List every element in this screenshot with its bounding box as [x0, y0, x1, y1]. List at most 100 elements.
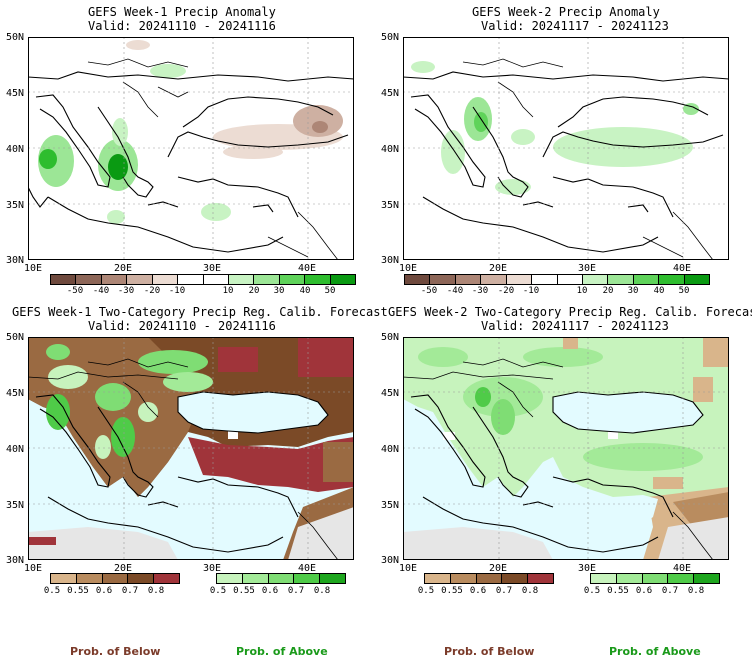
- lat-label: 45N: [6, 388, 25, 399]
- colorbar-label: 0.7: [121, 586, 139, 596]
- colorbar-swatch: [102, 574, 129, 583]
- lat-label: 50N: [381, 332, 400, 343]
- colorbar-swatch: [76, 574, 103, 583]
- lat-label: 30N: [6, 555, 25, 566]
- colorbar-swatch: [178, 275, 204, 284]
- colorbar-label: -20: [143, 286, 161, 296]
- colorbar-label: 0.7: [495, 586, 513, 596]
- colorbar-swatch: [582, 275, 609, 284]
- colorbar-swatch: [425, 574, 451, 583]
- lat-label: 35N: [6, 500, 25, 511]
- lat-label: 40N: [381, 144, 400, 155]
- colorbar-label: 50: [324, 286, 336, 296]
- tl-title-line2: Valid: 20241110 - 20241116: [88, 19, 276, 33]
- lat-label: 50N: [381, 32, 400, 43]
- lat-label: 40N: [381, 444, 400, 455]
- bl-gridlines: [28, 337, 354, 560]
- br-coastlines: [410, 391, 704, 553]
- lon-label: 30E: [578, 263, 597, 274]
- tl-coastlines: [28, 71, 354, 253]
- colorbar-swatch: [455, 275, 482, 284]
- colorbar-label: 20: [602, 286, 614, 296]
- colorbar-label: -30: [117, 286, 135, 296]
- lat-label: 30N: [381, 255, 400, 266]
- bl-coastlines: [35, 391, 329, 553]
- br-two-category-map: [403, 337, 729, 560]
- colorbar-label: 0.55: [441, 586, 463, 596]
- colorbar-swatch: [228, 275, 255, 284]
- colorbar-swatch: [268, 574, 295, 583]
- colorbar-swatch: [154, 574, 179, 583]
- lat-label: 50N: [6, 332, 25, 343]
- br-prob-above-caption: Prob. of Above: [609, 645, 701, 658]
- colorbar-swatch: [279, 275, 306, 284]
- bl-title-line1: GEFS Week-1 Two-Category Precip Reg. Cal…: [12, 305, 388, 319]
- colorbar-label: 0.8: [313, 586, 331, 596]
- lat-label: 45N: [381, 388, 400, 399]
- lon-label: 40E: [298, 263, 317, 274]
- lon-label: 40E: [673, 263, 692, 274]
- bl-two-category-map: [28, 337, 354, 560]
- lat-label: 45N: [381, 88, 400, 99]
- tl-anomaly-colorbar: [50, 274, 356, 285]
- colorbar-label: 0.7: [287, 586, 305, 596]
- colorbar-label: -50: [420, 286, 438, 296]
- colorbar-label: 0.55: [67, 586, 89, 596]
- lon-label: 10E: [399, 263, 418, 274]
- br-borders: [403, 358, 714, 560]
- colorbar-swatch: [506, 275, 533, 284]
- tr-borders: [462, 58, 714, 260]
- lon-label: 40E: [298, 563, 317, 574]
- tl-title-line1: GEFS Week-1 Precip Anomaly: [88, 5, 276, 19]
- lat-label: 40N: [6, 444, 25, 455]
- colorbar-swatch: [532, 275, 558, 284]
- colorbar-label: -10: [168, 286, 186, 296]
- colorbar-swatch: [608, 275, 634, 284]
- colorbar-swatch: [659, 275, 685, 284]
- colorbar-swatch: [152, 275, 179, 284]
- colorbar-swatch: [254, 275, 280, 284]
- lat-label: 50N: [6, 32, 25, 43]
- lat-label: 35N: [381, 500, 400, 511]
- tr-coastlines: [403, 71, 729, 253]
- colorbar-label: 10: [222, 286, 234, 296]
- tr-title-line2: Valid: 20241117 - 20241123: [481, 19, 669, 33]
- lat-label: 35N: [6, 200, 25, 211]
- bl-sea-overlay: [68, 392, 328, 537]
- colorbar-label: -40: [92, 286, 110, 296]
- colorbar-swatch: [430, 275, 456, 284]
- bl-prob-above-caption: Prob. of Above: [236, 645, 328, 658]
- bl-prob-below-caption: Prob. of Below: [70, 645, 161, 658]
- colorbar-swatch: [51, 574, 77, 583]
- lat-label: 30N: [381, 555, 400, 566]
- colorbar-swatch: [320, 574, 345, 583]
- bl-title-line2: Valid: 20241110 - 20241116: [88, 319, 276, 333]
- colorbar-swatch: [51, 275, 77, 284]
- colorbar-swatch: [502, 574, 529, 583]
- tr-anomaly-colorbar: [404, 274, 710, 285]
- colorbar-swatch: [305, 275, 331, 284]
- colorbar-label: 0.6: [635, 586, 653, 596]
- br-gridlines: [403, 337, 729, 560]
- colorbar-label: 30: [273, 286, 285, 296]
- colorbar-label: 0.8: [521, 586, 539, 596]
- colorbar-label: 0.5: [209, 586, 227, 596]
- bl-prob-above-colorbar: [216, 573, 346, 584]
- lat-label: 35N: [381, 200, 400, 211]
- colorbar-label: 0.5: [583, 586, 601, 596]
- colorbar-label: -40: [446, 286, 464, 296]
- colorbar-swatch: [668, 574, 695, 583]
- lon-label: 40E: [673, 563, 692, 574]
- colorbar-swatch: [203, 275, 229, 284]
- colorbar-swatch: [242, 574, 269, 583]
- colorbar-label: 0.7: [661, 586, 679, 596]
- colorbar-swatch: [476, 574, 503, 583]
- colorbar-label: -10: [522, 286, 540, 296]
- colorbar-label: -50: [66, 286, 84, 296]
- colorbar-label: 40: [299, 286, 311, 296]
- lon-label: 10E: [399, 563, 418, 574]
- br-title-line2: Valid: 20241117 - 20241123: [481, 319, 669, 333]
- lon-label: 10E: [24, 263, 43, 274]
- colorbar-label: 50: [678, 286, 690, 296]
- colorbar-label: 20: [248, 286, 260, 296]
